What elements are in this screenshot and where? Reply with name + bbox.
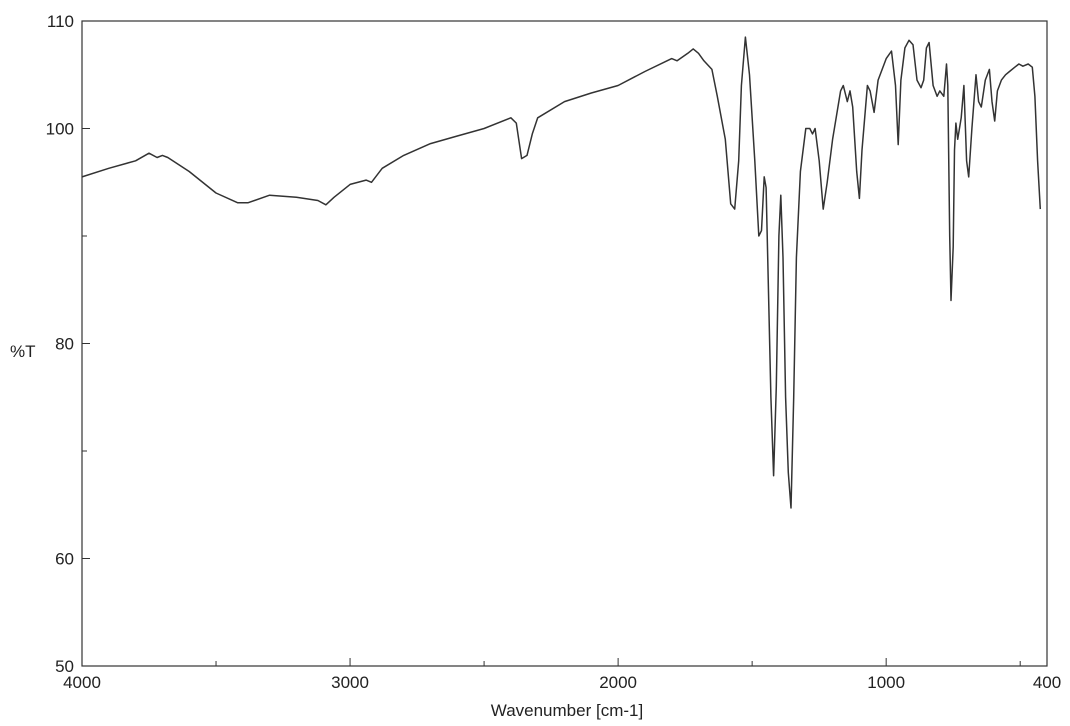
x-axis-label: Wavenumber [cm-1] [491,701,643,720]
y-tick-label: 100 [46,120,74,139]
y-tick-label: 110 [47,12,74,31]
y-tick-label: 60 [55,550,74,569]
x-tick-label: 3000 [331,673,369,692]
y-axis-label: %T [10,342,36,361]
x-tick-label: 4000 [63,673,101,692]
x-tick-label: 400 [1033,673,1061,692]
plot-frame [81,20,1048,667]
y-tick-label: 80 [55,335,74,354]
x-tick-label: 1000 [867,673,905,692]
y-tick-label: 50 [55,657,74,676]
x-tick-label: 2000 [599,673,637,692]
spectrum-series-line [81,36,1042,509]
axis-ticks: 4000 3000 2000 1000 400 50 60 80 100 110 [46,12,1062,692]
